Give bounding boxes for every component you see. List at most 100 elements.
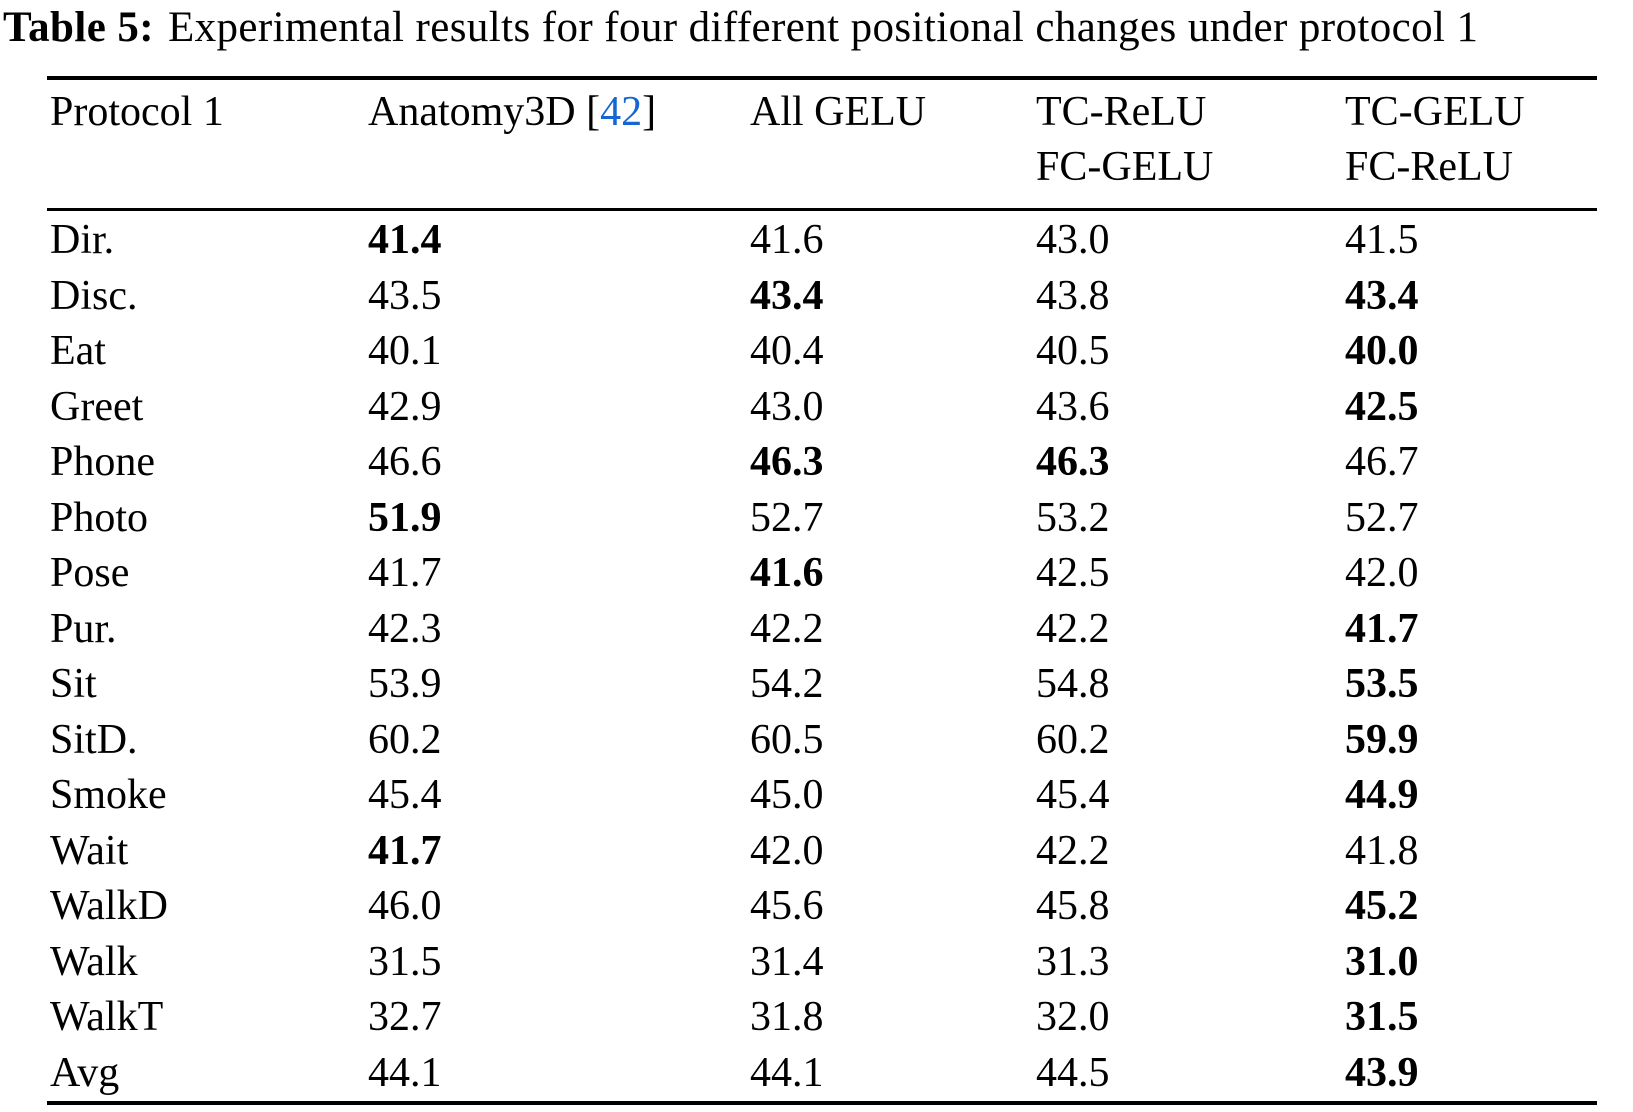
table-row: Dir. 41.4 41.6 43.0 41.5 (47, 211, 1597, 269)
table-row: WalkT 32.7 31.8 32.0 31.5 (47, 990, 1597, 1046)
header-tc-gelu-line2: FC-ReLU (1345, 144, 1513, 190)
table-row: SitD. 60.2 60.5 60.2 59.9 (47, 713, 1597, 769)
cell-value: 31.8 (750, 994, 824, 1040)
cell-value: 32.0 (1036, 994, 1110, 1040)
row-label: Avg (50, 1049, 120, 1096)
header-anatomy3d-label: Anatomy3D [ (368, 89, 601, 135)
cell-value: 40.1 (368, 328, 442, 374)
cell-value: 40.5 (1036, 328, 1110, 374)
table-row: Eat 40.1 40.4 40.5 40.0 (47, 324, 1597, 380)
cell-value: 31.3 (1036, 938, 1110, 985)
cell-value: 41.7 (1345, 605, 1419, 652)
cell-value: 45.0 (750, 772, 824, 818)
cell-value: 31.0 (1345, 938, 1419, 985)
table-row: Disc. 43.5 43.4 43.8 43.4 (47, 269, 1597, 325)
cell-value: 42.9 (368, 383, 442, 430)
header-tc-relu-line2: FC-GELU (1036, 144, 1214, 190)
cell-value: 42.0 (1345, 550, 1419, 596)
table-row: Phone 46.6 46.3 46.3 46.7 (47, 435, 1597, 491)
cell-value: 52.7 (1345, 494, 1419, 541)
cell-value: 42.5 (1036, 550, 1110, 596)
header-protocol: Protocol 1 (47, 80, 368, 208)
cell-value: 45.4 (368, 772, 442, 818)
cell-value: 53.5 (1345, 661, 1419, 707)
table-row: WalkD 46.0 45.6 45.8 45.2 (47, 879, 1597, 935)
cell-value: 42.2 (1036, 827, 1110, 874)
table-row: Pur. 42.3 42.2 42.2 41.7 (47, 602, 1597, 658)
cell-value: 51.9 (368, 494, 442, 541)
cell-value: 42.0 (750, 827, 824, 874)
row-label: SitD. (50, 716, 138, 763)
row-label: Disc. (50, 272, 138, 319)
header-tc-relu-line1: TC-ReLU (1036, 89, 1207, 135)
row-label: Photo (50, 494, 149, 541)
header-all-gelu: All GELU (750, 80, 1036, 208)
header-tc-gelu-fc-relu: TC-GELU FC-ReLU (1345, 80, 1597, 208)
cell-value: 46.3 (750, 439, 824, 485)
cell-value: 41.6 (750, 217, 824, 263)
cell-value: 42.2 (750, 605, 824, 652)
cell-value: 46.3 (1036, 439, 1110, 485)
cell-value: 41.7 (368, 550, 442, 596)
table-caption-number: Table 5: (3, 4, 154, 51)
table-row: Smoke 45.4 45.0 45.4 44.9 (47, 768, 1597, 824)
cell-value: 46.7 (1345, 439, 1419, 485)
table-row: Walk 31.5 31.4 31.3 31.0 (47, 935, 1597, 991)
table-body: Dir. 41.4 41.6 43.0 41.5 Disc. 43.5 43.4 43.8 43.… (47, 211, 1597, 1101)
table-row: Photo 51.9 52.7 53.2 52.7 (47, 491, 1597, 547)
cell-value: 32.7 (368, 994, 442, 1040)
cell-value: 53.9 (368, 661, 442, 707)
cell-value: 41.7 (368, 827, 442, 874)
cell-value: 43.6 (1036, 383, 1110, 430)
table-row: Avg 44.1 44.1 44.5 43.9 (47, 1046, 1597, 1102)
cell-value: 41.6 (750, 550, 824, 596)
cell-value: 45.2 (1345, 883, 1419, 929)
header-tc-gelu-line1: TC-GELU (1345, 89, 1525, 135)
cell-value: 44.5 (1036, 1049, 1110, 1096)
mid-rule (47, 208, 1597, 211)
header-anatomy3d-bracket: ] (642, 89, 657, 135)
cell-value: 43.0 (1036, 217, 1110, 263)
table-header: Protocol 1 Anatomy3D [42] All GELU TC-Re… (47, 80, 1597, 208)
table-caption: Table 5: Experimental results for four di… (3, 2, 1478, 54)
table-row: Pose 41.7 41.6 42.5 42.0 (47, 546, 1597, 602)
bottom-rule (47, 1101, 1597, 1105)
cell-value: 43.8 (1036, 272, 1110, 319)
cell-value: 60.5 (750, 716, 824, 763)
row-label: Sit (50, 661, 97, 707)
row-label: WalkT (50, 994, 164, 1040)
table-caption-text: Experimental results for four different … (167, 4, 1479, 51)
cell-value: 44.1 (368, 1049, 442, 1096)
protocol1-table: Protocol 1 Anatomy3D [42] All GELU TC-Re… (47, 80, 1597, 208)
cell-value: 31.5 (368, 938, 442, 985)
cell-value: 40.4 (750, 328, 824, 374)
header-protocol-label: Protocol 1 (50, 89, 224, 135)
cell-value: 54.8 (1036, 661, 1110, 707)
results-table: Protocol 1 Anatomy3D [42] All GELU TC-Re… (47, 76, 1597, 1105)
row-label: Pur. (50, 605, 117, 652)
header-all-gelu-label: All GELU (750, 89, 927, 135)
cell-value: 52.7 (750, 494, 824, 541)
cell-value: 43.4 (750, 272, 824, 319)
row-label: Phone (50, 439, 155, 485)
cell-value: 41.5 (1345, 217, 1419, 263)
row-label: Pose (50, 550, 130, 596)
cell-value: 41.8 (1345, 827, 1419, 874)
cell-value: 43.0 (750, 383, 824, 430)
cell-value: 43.4 (1345, 272, 1419, 319)
table-row: Greet 42.9 43.0 43.6 42.5 (47, 380, 1597, 436)
cell-value: 42.3 (368, 605, 442, 652)
row-label: Walk (50, 938, 138, 985)
citation-link[interactable]: 42 (600, 89, 643, 135)
table-row: Sit 53.9 54.2 54.8 53.5 (47, 657, 1597, 713)
cell-value: 43.5 (368, 272, 442, 319)
cell-value: 46.0 (368, 883, 442, 929)
cell-value: 40.0 (1345, 328, 1419, 374)
cell-value: 60.2 (368, 716, 442, 763)
cell-value: 44.1 (750, 1049, 824, 1096)
table-row: Wait 41.7 42.0 42.2 41.8 (47, 824, 1597, 880)
cell-value: 41.4 (368, 217, 442, 263)
cell-value: 45.6 (750, 883, 824, 929)
header-anatomy3d: Anatomy3D [42] (368, 80, 750, 208)
row-label: Wait (50, 827, 129, 874)
